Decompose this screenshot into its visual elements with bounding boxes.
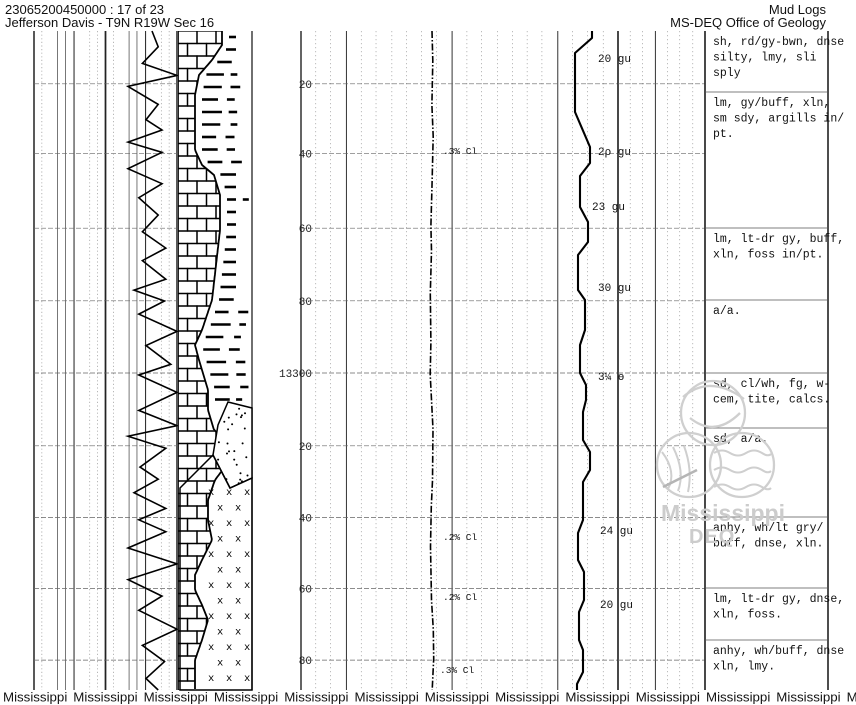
svg-text:20 gu: 20 gu [598, 54, 631, 66]
svg-text:Mississippi: Mississippi [636, 690, 700, 705]
svg-text:silty, lmy, sli: silty, lmy, sli [713, 52, 817, 65]
svg-text:x: x [208, 673, 214, 685]
svg-text:x: x [208, 518, 214, 530]
svg-text:x: x [226, 487, 232, 499]
svg-text:20 gu: 20 gu [600, 600, 633, 612]
svg-text:Mississippi: Mississippi [776, 690, 840, 705]
svg-text:x: x [235, 627, 241, 639]
svg-text:x: x [226, 611, 232, 623]
svg-text:lm, lt-dr gy, dnse,: lm, lt-dr gy, dnse, [713, 593, 844, 606]
svg-text:x: x [244, 642, 250, 654]
svg-text:13300: 13300 [279, 369, 312, 381]
svg-text:x: x [226, 642, 232, 654]
svg-text:x: x [244, 611, 250, 623]
svg-text:x: x [208, 549, 214, 561]
svg-text:x: x [208, 487, 214, 499]
svg-text:Mississippi: Mississippi [565, 690, 629, 705]
svg-text:Mississippi: Mississippi [495, 690, 559, 705]
svg-text:x: x [208, 580, 214, 592]
svg-text:lm, gy/buff, xln,: lm, gy/buff, xln, [713, 97, 830, 110]
svg-text:x: x [235, 503, 241, 515]
svg-text:sd, cl/wh, fg, w-: sd, cl/wh, fg, w- [713, 378, 830, 391]
svg-text:x: x [235, 596, 241, 608]
svg-text:x: x [244, 549, 250, 561]
svg-text:lm, lt-dr gy, buff,: lm, lt-dr gy, buff, [713, 233, 844, 246]
svg-text:xln, foss in/pt.: xln, foss in/pt. [713, 249, 823, 262]
svg-text:x: x [235, 565, 241, 577]
svg-text:Mississippi: Mississippi [284, 690, 348, 705]
svg-text:24 gu: 24 gu [600, 526, 633, 538]
svg-text:30 gu: 30 gu [598, 283, 631, 295]
svg-text:xln, foss.: xln, foss. [713, 609, 782, 622]
svg-text:sply: sply [713, 67, 741, 80]
svg-text:x: x [217, 596, 223, 608]
svg-text:x: x [226, 518, 232, 530]
svg-text:x: x [226, 580, 232, 592]
svg-text:x: x [244, 580, 250, 592]
svg-text:x: x [226, 673, 232, 685]
svg-text:x: x [208, 611, 214, 623]
svg-text:a/a.: a/a. [713, 305, 741, 318]
svg-text:x: x [217, 627, 223, 639]
svg-text:x: x [244, 487, 250, 499]
svg-text:anhy, wh/buff, dnse: anhy, wh/buff, dnse [713, 645, 844, 658]
svg-text:x: x [226, 549, 232, 561]
svg-text:2ρ gu: 2ρ gu [598, 147, 631, 159]
svg-text:x: x [208, 642, 214, 654]
svg-text:.3% Cl: .3% Cl [443, 146, 478, 157]
svg-text:Mississippi: Mississippi [661, 500, 785, 526]
svg-text:x: x [217, 565, 223, 577]
svg-text:x: x [217, 658, 223, 670]
svg-text:x: x [235, 534, 241, 546]
svg-text:Mississippi: Mississippi [706, 690, 770, 705]
svg-text:.3% Cl: .3% Cl [440, 665, 475, 676]
svg-text:x: x [217, 503, 223, 515]
svg-text:x: x [244, 673, 250, 685]
svg-text:.2% Cl: .2% Cl [443, 532, 478, 543]
svg-text:Mississippi: Mississippi [3, 690, 67, 705]
svg-text:x: x [217, 534, 223, 546]
svg-text:sm sdy, argills in/: sm sdy, argills in/ [713, 113, 844, 126]
svg-text:Mississippi: Mississippi [73, 690, 137, 705]
svg-text:x: x [235, 658, 241, 670]
svg-text:23 gu: 23 gu [592, 202, 625, 214]
svg-text:xln, lmy.: xln, lmy. [713, 661, 775, 674]
svg-text:Mississippi: Mississippi [355, 690, 419, 705]
svg-text:pt.: pt. [713, 128, 734, 141]
svg-text:3¼ ɵ: 3¼ ɵ [598, 372, 624, 384]
svg-text:Mississippi: Mississippi [425, 690, 489, 705]
svg-text:.2% Cl: .2% Cl [443, 592, 478, 603]
svg-text:Mississippi: Mississippi [144, 690, 208, 705]
svg-text:cem, tite, calcs.: cem, tite, calcs. [713, 394, 830, 407]
svg-text:sh, rd/gy-bwn, dnse: sh, rd/gy-bwn, dnse [713, 36, 844, 49]
svg-text:Mississippi: Mississippi [214, 690, 278, 705]
svg-text:DEQ: DEQ [689, 526, 735, 548]
svg-text:Mississippi: Mississippi [847, 690, 856, 705]
svg-text:x: x [244, 518, 250, 530]
